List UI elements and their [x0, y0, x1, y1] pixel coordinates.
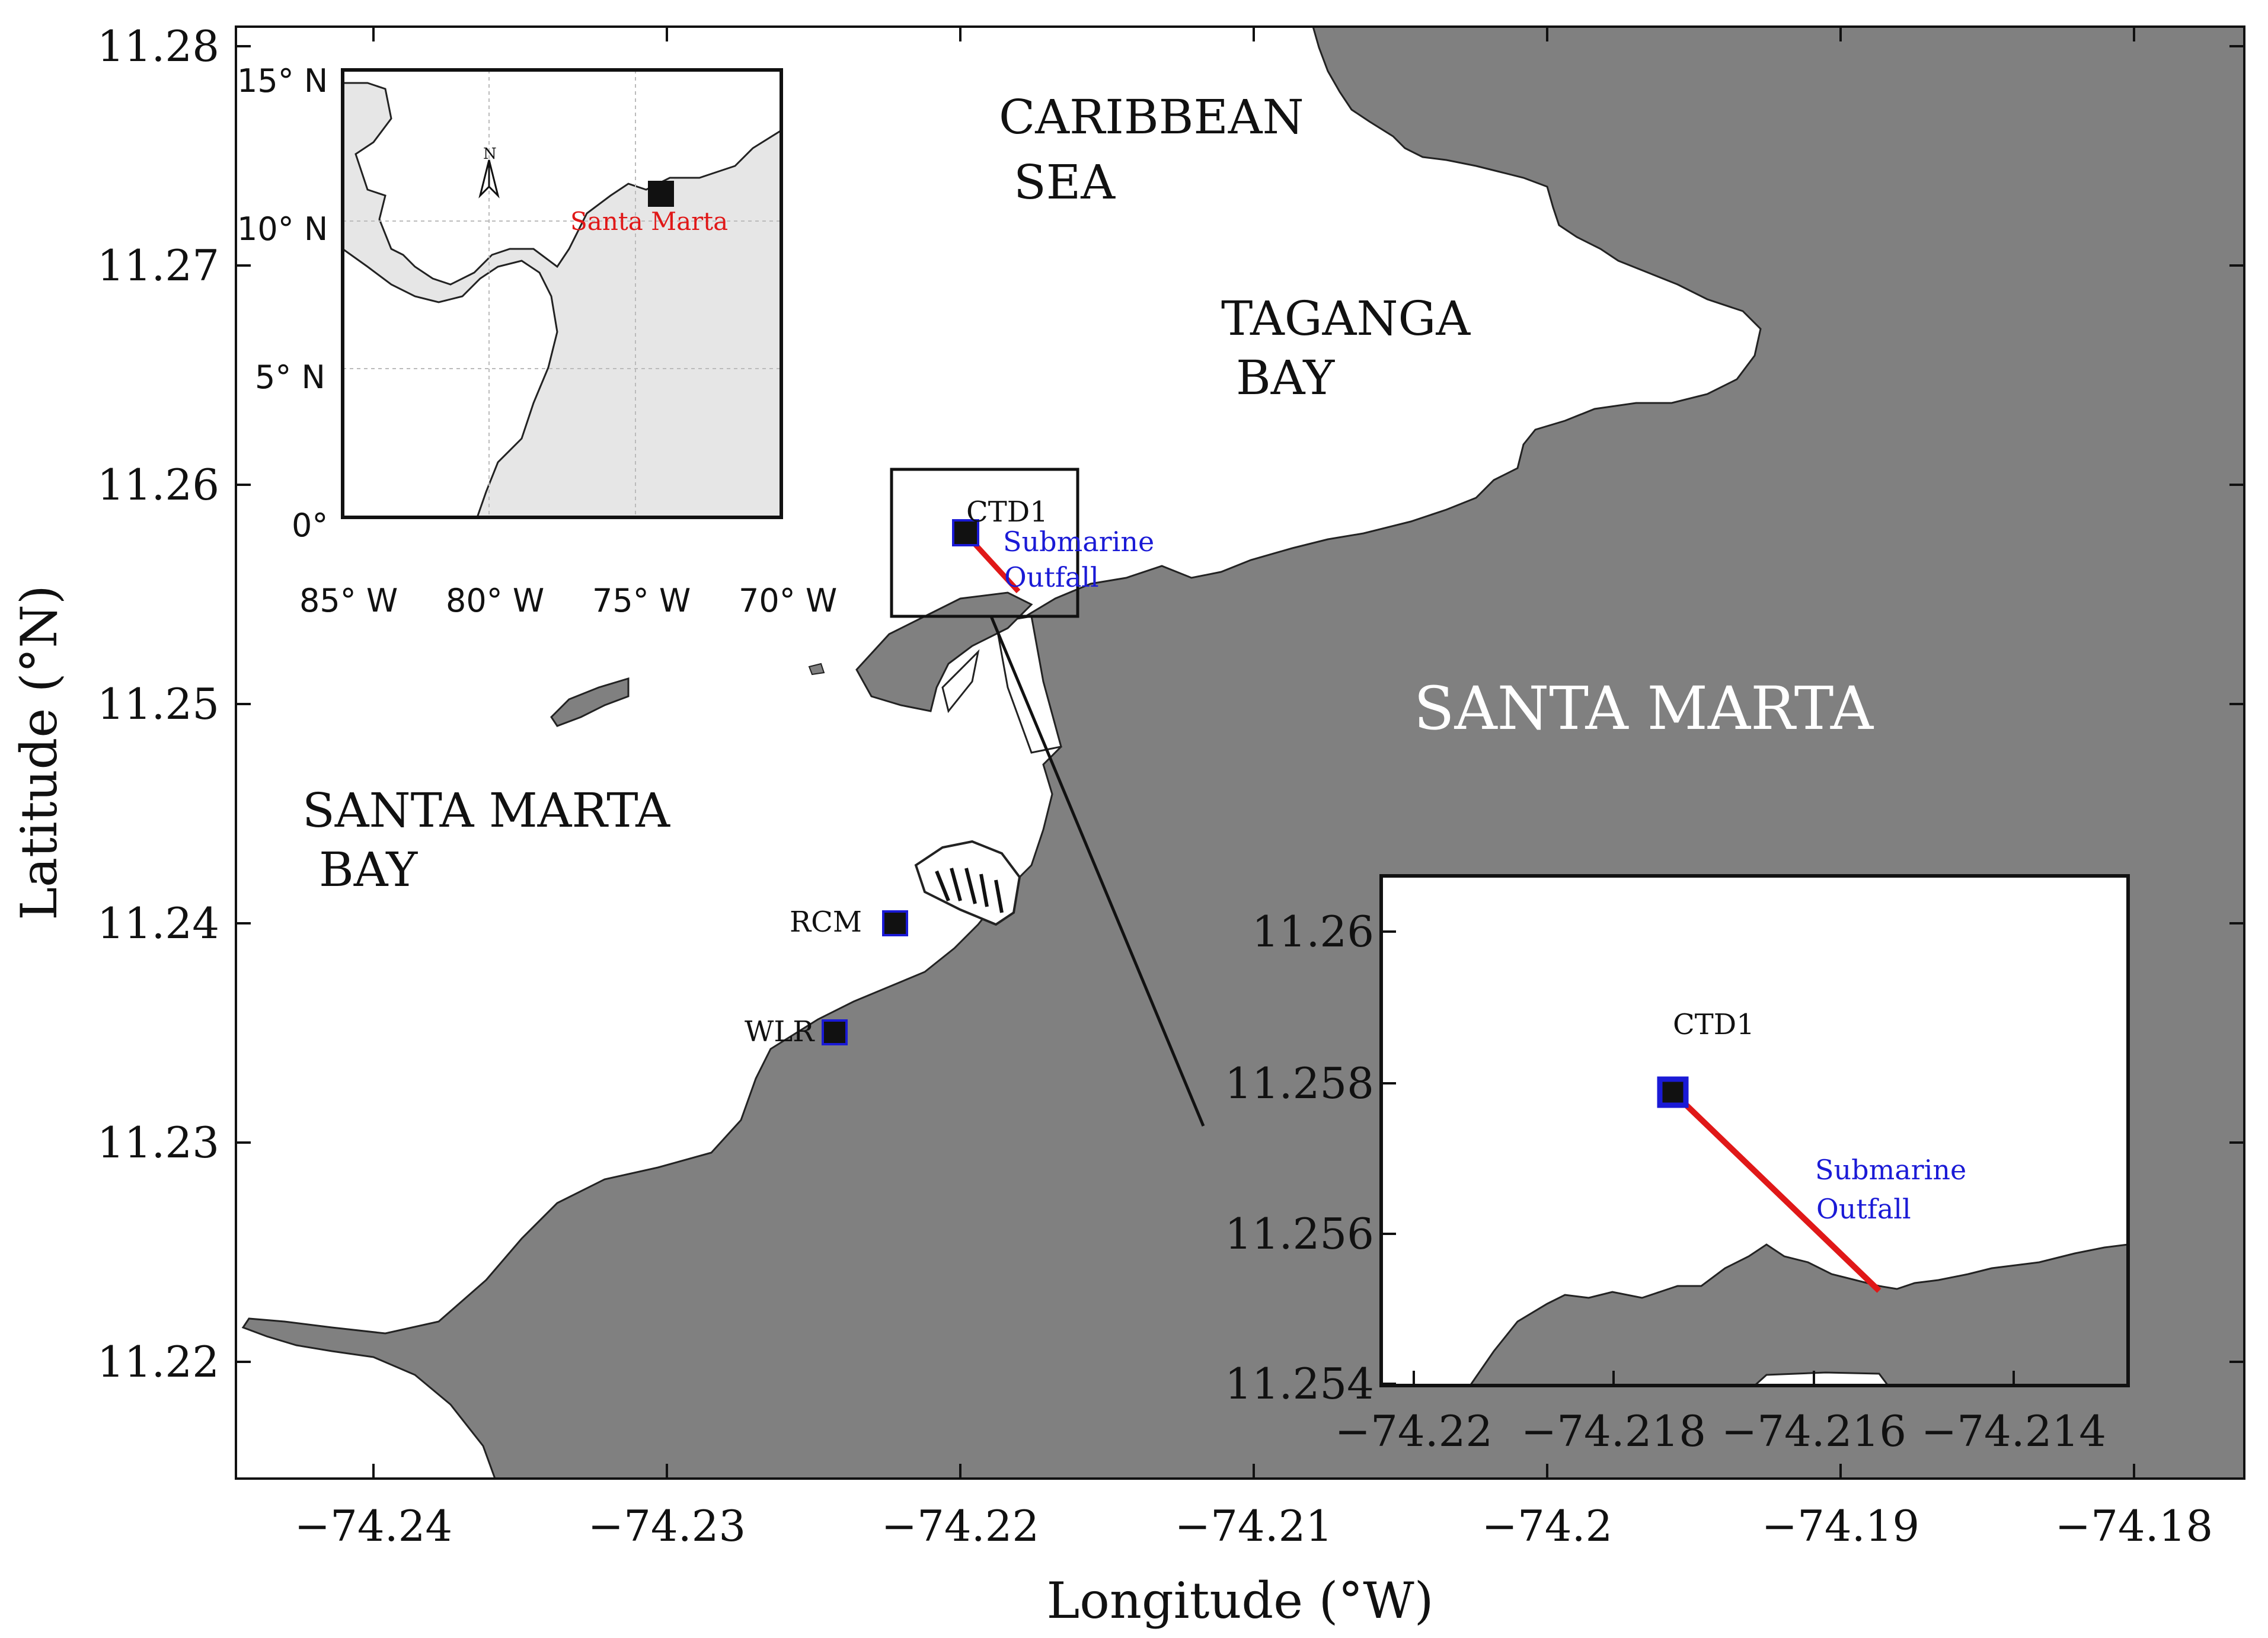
y-tick-label: 11.23 — [97, 1118, 219, 1167]
overview-santa-marta-marker — [648, 181, 674, 207]
x-tick-label: −74.21 — [1175, 1501, 1333, 1551]
y-tick-label: 11.22 — [97, 1337, 219, 1387]
overview-y-tick: 15° N — [237, 62, 328, 100]
zoom-label-ctd1: CTD1 — [1673, 1008, 1755, 1041]
overview-pacific — [341, 247, 558, 519]
y-tick-label: 11.24 — [97, 898, 219, 948]
zoom-label-outfall-1: Submarine — [1815, 1154, 1966, 1186]
zoom-inset-frame — [1379, 874, 2130, 1387]
label-outfall-2: Outfall — [1004, 561, 1099, 593]
zoom-y-tick: 11.256 — [1225, 1209, 1374, 1259]
y-tick-label: 11.25 — [97, 679, 219, 729]
overview-inset: N Santa Marta 15° N 10° N 5° N 0° 85° W … — [237, 62, 837, 619]
zoom-y-tick: 11.254 — [1225, 1359, 1374, 1409]
zoom-y-tick: 11.26 — [1252, 907, 1374, 956]
zoom-inset: CTD1 Submarine Outfall 11.26 11.258 11.2… — [1225, 874, 2130, 1456]
x-tick-label: −74.24 — [295, 1501, 452, 1551]
x-tick-label: −74.2 — [1482, 1501, 1613, 1551]
y-axis — [236, 45, 2244, 1363]
jetty — [941, 649, 980, 714]
svg-text:N: N — [483, 145, 497, 163]
overview-x-tick: 80° W — [446, 582, 544, 619]
overview-x-tick: 85° W — [299, 582, 398, 619]
overview-y-tick: 0° — [292, 507, 328, 544]
zoom-x-tick: −74.216 — [1721, 1406, 1906, 1456]
y-tick-label: 11.26 — [97, 460, 219, 510]
label-taganga-bay: BAY — [1236, 350, 1335, 405]
ctd1-marker — [952, 519, 979, 546]
zoom-y-tick: 11.258 — [1225, 1058, 1374, 1108]
label-santa-marta-bay: SANTA MARTA — [302, 783, 670, 838]
overview-y-tick: 10° N — [237, 210, 328, 248]
y-tick-label: 11.28 — [97, 21, 219, 71]
label-taganga: TAGANGA — [1221, 291, 1471, 346]
zoom-connector — [989, 616, 1205, 1127]
overview-frame — [341, 68, 783, 519]
marina — [914, 840, 1021, 926]
islet-small — [808, 663, 825, 676]
x-tick-label: −74.22 — [881, 1501, 1039, 1551]
label-outfall-1: Submarine — [1003, 526, 1154, 558]
zoom-outfall-line — [1670, 1090, 1882, 1293]
zoom-x-tick: −74.22 — [1335, 1406, 1493, 1456]
main-axes-frame — [235, 25, 2245, 1480]
zoom-x-tick: −74.218 — [1521, 1406, 1706, 1456]
overview-x-tick: 75° W — [592, 582, 691, 619]
wlr-marker — [822, 1019, 848, 1045]
label-caribbean: CARIBBEAN — [999, 89, 1304, 145]
y-axis-label: Latitude (°N) — [10, 585, 68, 920]
zoom-inset-land — [1468, 1243, 2129, 1387]
overview-y-tick: 5° N — [255, 359, 325, 396]
zoom-x-tick: −74.214 — [1921, 1406, 2106, 1456]
zoom-label-outfall-2: Outfall — [1816, 1193, 1911, 1225]
label-santa-marta-city: SANTA MARTA — [1414, 674, 1874, 743]
label-rcm: RCM — [790, 906, 862, 939]
label-sea: SEA — [1014, 155, 1116, 210]
peninsula — [855, 591, 1033, 712]
label-wlr: WLR — [745, 1015, 815, 1048]
x-tick-label: −74.18 — [2055, 1501, 2213, 1551]
islet — [550, 677, 630, 727]
label-santa-marta-bay-2: BAY — [319, 842, 418, 897]
zoom-inset-pier — [1752, 1371, 1890, 1387]
y-tick-label: 11.27 — [97, 241, 219, 290]
x-tick-label: −74.23 — [588, 1501, 746, 1551]
zoom-ctd1-marker — [1657, 1076, 1689, 1108]
rcm-marker — [882, 910, 908, 936]
x-tick-label: −74.19 — [1762, 1501, 1919, 1551]
x-axis-label: Longitude (°W) — [1046, 1572, 1433, 1630]
overview-ocean — [341, 69, 782, 286]
zoom-region-box — [890, 468, 1079, 618]
overview-x-tick: 70° W — [739, 582, 837, 619]
x-axis — [372, 27, 2135, 1479]
north-arrow-icon: N — [478, 145, 500, 199]
label-ctd1: CTD1 — [966, 495, 1048, 529]
overview-santa-marta-label: Santa Marta — [570, 207, 728, 236]
